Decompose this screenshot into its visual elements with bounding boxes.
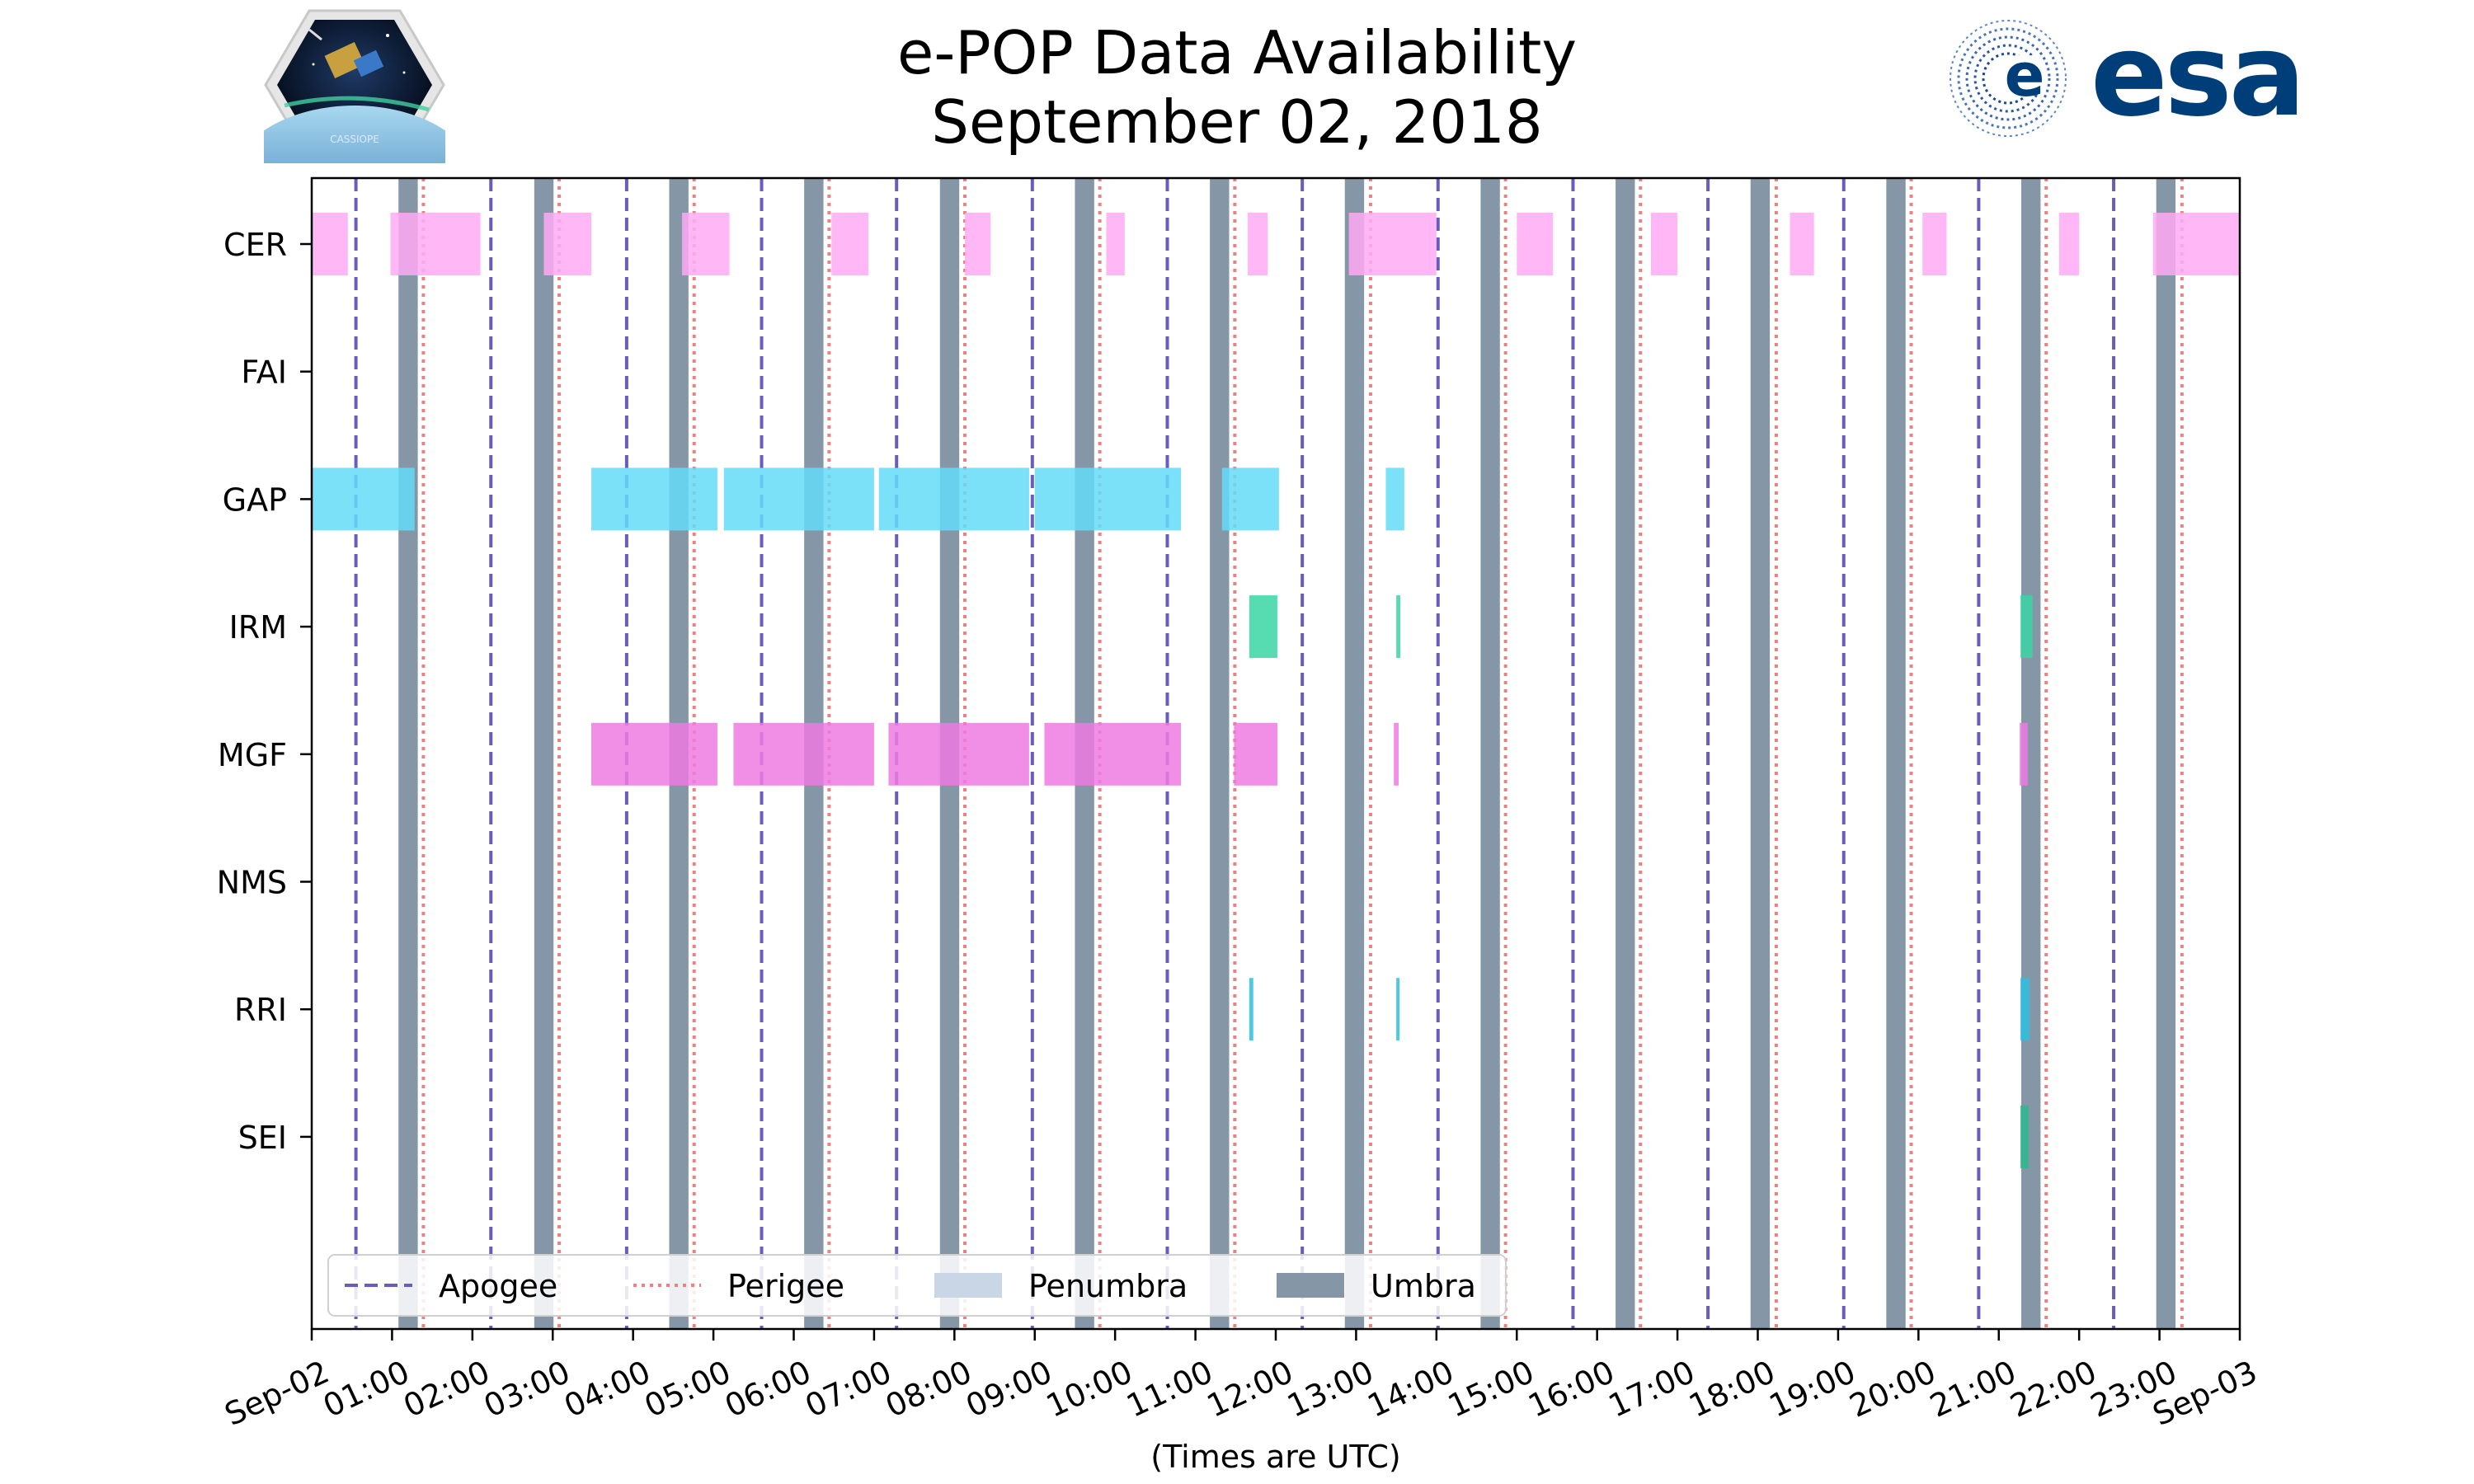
umbra-band [2021, 178, 2041, 1329]
data-bar-gap [723, 467, 874, 531]
umbra-band [1886, 178, 1906, 1329]
x-tick-label: 19:00 [1764, 1354, 1861, 1425]
x-tick-label: 07:00 [800, 1354, 897, 1425]
x-tick-label: 21:00 [1925, 1354, 2022, 1425]
umbra-band [1750, 178, 1771, 1329]
umbra-band [534, 178, 554, 1329]
data-bar-gap [312, 467, 415, 531]
data-bar-mgf [1394, 722, 1399, 786]
data-bar-mgf [888, 722, 1029, 786]
svg-text:e: e [2005, 40, 2045, 110]
x-tick-label: 03:00 [478, 1354, 576, 1425]
data-bar-cer [2152, 213, 2240, 275]
cassiope-logo-text: CASSIOPE [330, 134, 379, 145]
data-bar-irm [2020, 595, 2033, 659]
chart-title-line2: September 02, 2018 [931, 87, 1543, 157]
umbra-band [2156, 178, 2176, 1329]
x-tick-label: 02:00 [398, 1354, 496, 1425]
data-bar-irm [1249, 595, 1277, 659]
y-tick-label: GAP [223, 481, 287, 518]
x-tick-label: 11:00 [1121, 1354, 1218, 1425]
data-bar-cer [682, 213, 730, 275]
y-tick-label: SEI [238, 1120, 287, 1156]
data-bar-gap [1385, 467, 1404, 531]
data-bar-irm [1396, 595, 1400, 659]
umbra-band [1210, 178, 1230, 1329]
data-bar-cer [964, 213, 991, 275]
x-tick-label: 17:00 [1603, 1354, 1700, 1425]
umbra-band [1480, 178, 1500, 1329]
x-tick-label: 14:00 [1362, 1354, 1460, 1425]
data-bar-cer [1348, 213, 1437, 275]
legend-box [327, 1254, 1507, 1317]
legend-label-perigee: Perigee [727, 1268, 844, 1304]
x-axis-label: (Times are UTC) [1150, 1439, 1400, 1475]
data-bar-cer [831, 213, 869, 275]
esa-logo: e esa [1946, 16, 2306, 140]
data-bar-cer [1517, 213, 1554, 275]
data-bar-cer [312, 213, 348, 275]
legend-label-penumbra: Penumbra [1028, 1268, 1188, 1304]
x-tick-label: 15:00 [1442, 1354, 1540, 1425]
legend-umbra-swatch [1277, 1273, 1344, 1298]
y-tick-label: NMS [217, 865, 287, 901]
esa-logo-text: esa [2091, 9, 2306, 142]
cassiope-logo-icon: CASSIOPE [264, 9, 445, 163]
data-bar-gap [1221, 467, 1279, 531]
x-tick-label: 10:00 [1041, 1354, 1138, 1425]
data-bar-cer [543, 213, 592, 275]
x-tick-label: 08:00 [880, 1354, 977, 1425]
x-tick-label: Sep-02 [219, 1354, 335, 1433]
x-tick-label: 09:00 [961, 1354, 1058, 1425]
data-bar-cer [390, 213, 481, 275]
legend-label-apogee: Apogee [439, 1268, 557, 1304]
data-bar-cer [1922, 213, 1947, 275]
x-tick-label: 01:00 [317, 1354, 415, 1425]
data-bar-cer [1650, 213, 1678, 275]
x-tick-label: 22:00 [2005, 1354, 2102, 1425]
x-tick-label: 12:00 [1202, 1354, 1299, 1425]
data-bar-rri [2020, 978, 2030, 1041]
data-bar-mgf [591, 722, 717, 786]
data-bar-cer [1247, 213, 1268, 275]
y-tick-label: CER [223, 227, 287, 263]
data-bar-mgf [1044, 722, 1182, 786]
x-tick-label: 16:00 [1522, 1354, 1620, 1425]
y-tick-label: MGF [218, 737, 287, 773]
x-tick-label: 06:00 [719, 1354, 816, 1425]
umbra-band [1344, 178, 1365, 1329]
x-tick-label: 18:00 [1683, 1354, 1780, 1425]
data-bar-mgf [733, 722, 874, 786]
chart-title-line1: e-POP Data Availability [897, 18, 1577, 87]
umbra-band [1616, 178, 1635, 1329]
y-tick-label: RRI [234, 992, 287, 1028]
x-tick-label: 20:00 [1844, 1354, 1941, 1425]
plot-area [312, 178, 2240, 1329]
legend-label-umbra: Umbra [1371, 1268, 1476, 1304]
data-bar-mgf [2020, 722, 2028, 786]
data-bar-cer [2058, 213, 2080, 275]
legend-penumbra-swatch [934, 1273, 1002, 1298]
esa-swirl-icon: e [1950, 20, 2067, 137]
x-tick-label: 13:00 [1282, 1354, 1379, 1425]
data-bar-rri [1396, 978, 1400, 1041]
data-bar-rri [1249, 978, 1253, 1041]
x-tick-label: 05:00 [639, 1354, 736, 1425]
data-bar-mgf [1234, 722, 1277, 786]
legend: Apogee Perigee Penumbra Umbra [327, 1254, 1507, 1317]
data-bar-gap [591, 467, 717, 531]
data-bar-gap [878, 467, 1029, 531]
x-tick-label: 04:00 [558, 1354, 656, 1425]
y-tick-label: IRM [229, 609, 287, 646]
data-bar-cer [1106, 213, 1125, 275]
data-bar-cer [1790, 213, 1814, 275]
umbra-band [398, 178, 418, 1329]
data-bar-gap [1034, 467, 1182, 531]
y-tick-label: FAI [241, 355, 287, 391]
data-bar-sei [2020, 1105, 2029, 1168]
